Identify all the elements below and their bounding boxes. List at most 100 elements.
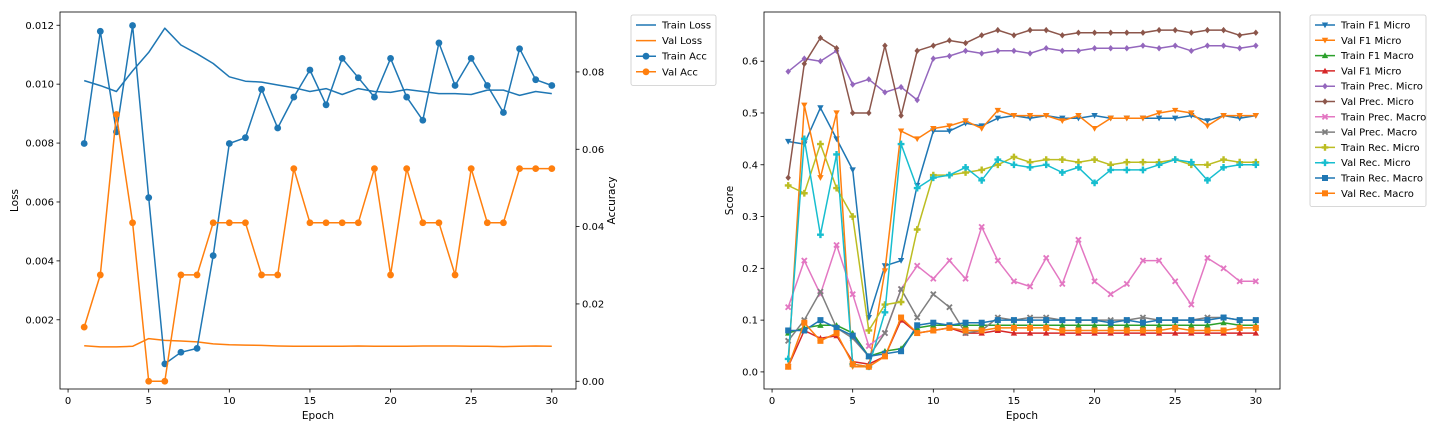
series-line <box>787 319 1256 368</box>
data-point <box>801 55 808 62</box>
data-point <box>801 327 808 334</box>
data-point <box>1220 163 1227 171</box>
data-point <box>1042 329 1050 336</box>
data-point <box>209 252 217 259</box>
data-point <box>1091 29 1098 36</box>
data-point <box>483 219 491 227</box>
x-tick-label: 10 <box>223 396 236 407</box>
data-point <box>978 223 985 231</box>
x-tick-label: 30 <box>1249 396 1262 407</box>
data-point <box>897 298 905 306</box>
y-axis-label: Loss <box>9 189 21 212</box>
data-point <box>1123 327 1130 334</box>
legend-label: Val Loss <box>662 36 702 47</box>
data-point <box>1075 327 1082 334</box>
legend-item: Val Rec. Macro <box>1315 189 1414 200</box>
data-point <box>451 82 459 89</box>
data-point <box>1059 32 1066 39</box>
data-point <box>1075 317 1082 324</box>
legend-marker <box>1321 67 1329 74</box>
data-point <box>833 184 840 192</box>
data-point <box>1172 324 1179 331</box>
data-point <box>801 102 808 109</box>
data-point <box>483 82 491 89</box>
data-point <box>451 271 459 279</box>
data-point <box>817 231 824 239</box>
data-point <box>1123 115 1131 122</box>
data-point <box>1107 166 1115 174</box>
data-point <box>1171 107 1179 114</box>
data-point <box>913 136 921 143</box>
legend-marker <box>1321 113 1329 120</box>
data-point <box>1252 278 1260 285</box>
y-tick-label: 0.4 <box>742 160 758 171</box>
data-point <box>849 361 856 368</box>
y-tick-label-right: 0.02 <box>582 299 604 310</box>
series-line <box>83 113 552 383</box>
legend-item: Train Prec. Micro <box>1315 82 1423 93</box>
data-point <box>785 327 792 334</box>
legend-marker <box>642 52 650 60</box>
data-point <box>354 74 362 82</box>
y-tick-label: 0.002 <box>25 315 54 326</box>
data-point <box>1171 115 1179 122</box>
data-point <box>994 317 1001 324</box>
data-point <box>962 47 969 55</box>
score-chart: Epoch Score 0 5 10 15 20 25 30 0.0 0.1 0.2 0.3 0.4 0… <box>724 11 1427 422</box>
data-point <box>930 55 937 62</box>
data-point <box>1107 115 1114 122</box>
data-point <box>1187 158 1195 166</box>
data-point <box>1010 324 1017 331</box>
legend-item: Train Rec. Macro <box>1315 174 1423 185</box>
data-point <box>1171 156 1179 163</box>
data-point <box>1204 118 1211 124</box>
legend-item: Val F1 Micro <box>1315 36 1401 47</box>
data-point <box>913 314 921 321</box>
data-point <box>1188 110 1195 117</box>
data-point <box>290 165 298 173</box>
data-point <box>145 194 153 202</box>
data-point <box>784 303 792 311</box>
data-point <box>403 93 411 101</box>
data-point <box>338 55 346 62</box>
data-point <box>532 76 540 84</box>
data-point <box>242 219 249 227</box>
data-point <box>145 377 153 385</box>
legend-item: Val Prec. Micro <box>1315 97 1414 108</box>
data-point <box>1091 45 1098 52</box>
legend-marker <box>1321 52 1329 59</box>
data-point <box>1026 163 1034 171</box>
series-line <box>83 24 553 365</box>
y-tick-label-right: 0.06 <box>582 145 604 156</box>
data-point <box>1252 113 1260 119</box>
data-point <box>1107 319 1114 326</box>
data-point <box>1124 45 1130 52</box>
legend-frame <box>630 14 717 86</box>
data-point <box>913 226 921 233</box>
legend-label: Val Rec. Micro <box>1341 158 1411 169</box>
data-point <box>882 42 888 49</box>
data-point <box>1010 329 1018 336</box>
data-point <box>193 345 201 352</box>
data-point <box>946 37 953 44</box>
y-tick-label: 0.1 <box>742 316 758 327</box>
data-point <box>1011 32 1017 39</box>
data-point <box>1204 176 1211 184</box>
data-point <box>946 303 953 311</box>
y-axis-label: Score <box>724 186 736 215</box>
legend-label: Val F1 Micro <box>1341 36 1401 47</box>
data-point <box>898 83 904 91</box>
data-point <box>994 324 1001 331</box>
data-point <box>1010 153 1018 161</box>
data-point <box>897 258 905 264</box>
data-point <box>865 363 872 370</box>
data-point <box>1236 32 1243 39</box>
data-point <box>387 55 394 62</box>
data-point <box>467 165 475 173</box>
data-point <box>1123 158 1131 166</box>
data-point <box>914 96 920 104</box>
legend-item: Val Loss <box>636 36 702 47</box>
legend-marker <box>1321 37 1329 44</box>
data-point <box>1204 317 1211 324</box>
data-point <box>946 128 953 135</box>
